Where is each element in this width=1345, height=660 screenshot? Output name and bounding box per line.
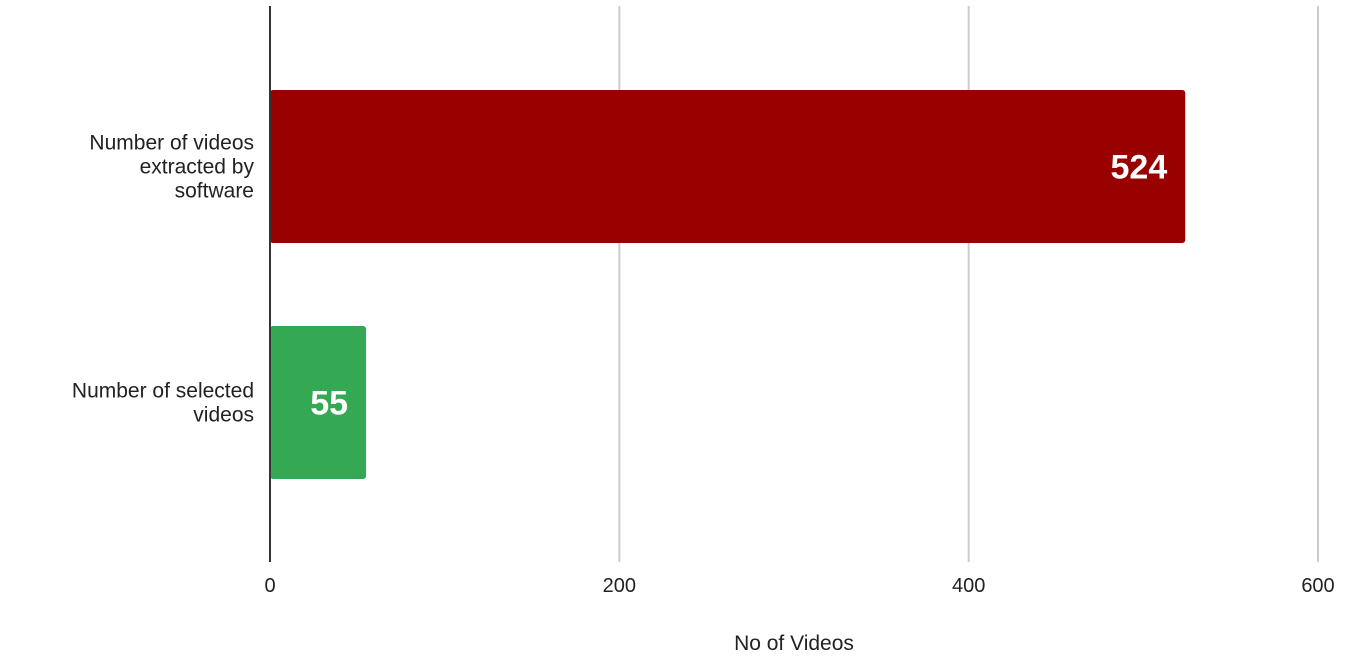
data-label: 524 <box>1111 149 1168 187</box>
bar <box>270 90 1186 243</box>
category-label-line: Number of videos <box>89 132 254 155</box>
x-axis-title: No of Videos <box>734 632 854 655</box>
bars <box>270 90 1186 479</box>
category-label-line: extracted by <box>140 156 255 179</box>
category-label: Number of selected videos <box>72 380 254 427</box>
category-label-line: videos <box>193 404 254 427</box>
gridlines <box>618 6 1319 562</box>
x-tick-label: 400 <box>952 575 985 597</box>
category-label-line: software <box>175 180 254 203</box>
category-label-line: Number of selected <box>72 380 254 403</box>
bar <box>270 326 367 479</box>
x-tick-label: 0 <box>264 575 275 597</box>
category-label: Number of videos extracted by software <box>89 132 254 203</box>
x-tick-label: 200 <box>603 575 636 597</box>
data-label: 55 <box>310 385 348 423</box>
x-tick-label: 600 <box>1301 575 1334 597</box>
labels: 0 200 400 600 524 Number of videos extracted b… <box>72 132 1335 656</box>
